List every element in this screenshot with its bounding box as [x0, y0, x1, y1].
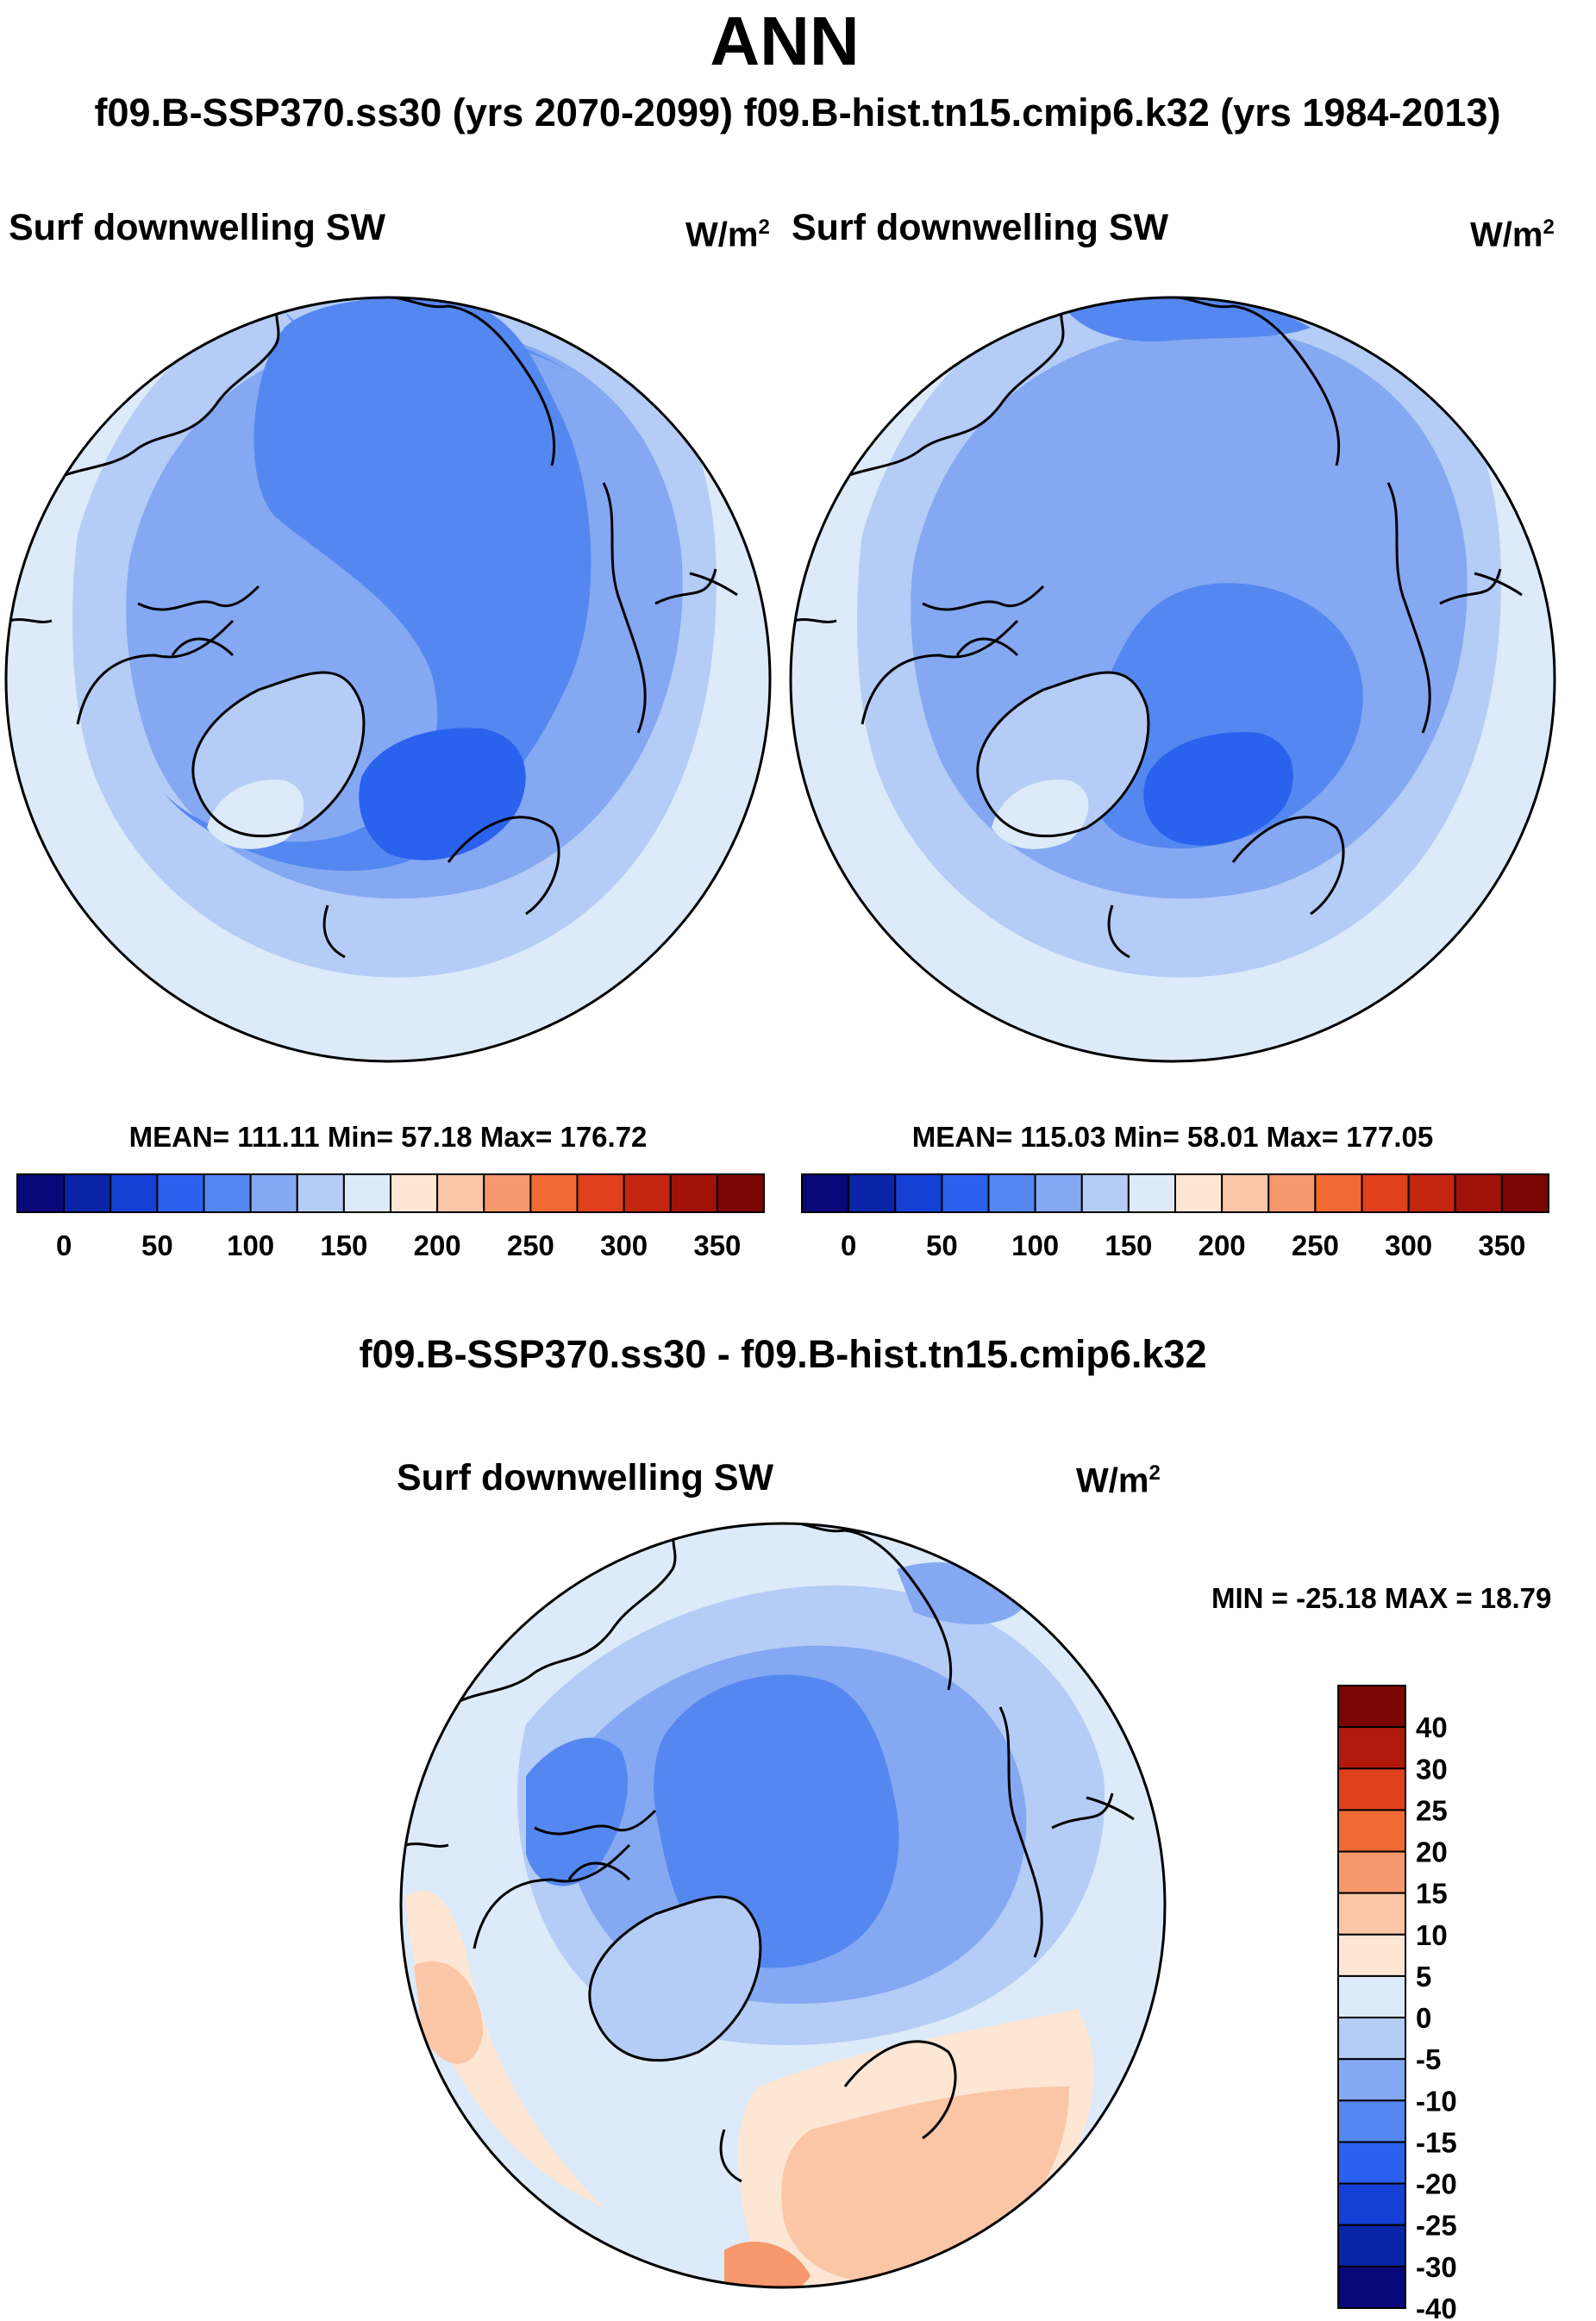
panel1-stats: MEAN= 111.11 Min= 57.18 Max= 176.72 — [128, 1121, 648, 1153]
colorbar-tick-label: 200 — [1199, 1229, 1246, 1261]
colorbar-tick-label: 350 — [693, 1229, 741, 1261]
colorbar-swatch — [1034, 1173, 1083, 1213]
colorbar-tick-label: 40 — [1416, 1711, 1448, 1743]
map-panel-diff — [399, 1522, 1167, 2289]
colorbar-swatch — [156, 1173, 205, 1213]
colorbar-tick-label: 100 — [1011, 1229, 1059, 1261]
colorbar-swatch — [1500, 1173, 1549, 1213]
colorbar-tick-label: 150 — [320, 1229, 367, 1261]
colorbar-swatch — [63, 1173, 112, 1213]
colorbar-swatch — [1337, 1892, 1406, 1936]
colorbar-swatch — [1337, 2099, 1406, 2143]
colorbar-tick-label: 25 — [1416, 1794, 1448, 1826]
colorbar-tick-label: -30 — [1416, 2251, 1457, 2283]
colorbar-tick-label: 10 — [1416, 1919, 1448, 1951]
colorbar-tick-label: 250 — [1292, 1229, 1339, 1261]
colorbar-swatch — [1174, 1173, 1224, 1213]
colorbar-tick-label: 50 — [141, 1229, 173, 1261]
colorbar-swatch — [1337, 1933, 1406, 1977]
colorbar-tick-label: 0 — [1416, 2002, 1431, 2034]
colorbar-swatch — [296, 1173, 345, 1213]
diff-units-label: W/m2 — [1076, 1461, 1161, 1500]
colorbar-tick-label: -15 — [1416, 2126, 1457, 2158]
colorbar-diff: 40 30 25 20 15 10 5 0 -5 -10 -15 -20 -25 -30 -40 — [1337, 1685, 1457, 2321]
colorbar-swatch — [1314, 1173, 1363, 1213]
panel1-units-label: W/m2 — [685, 216, 770, 254]
map-panel-2 — [789, 296, 1556, 1063]
colorbar-swatch — [1337, 1685, 1406, 1729]
panel2-variable-label: Surf downwelling SW — [792, 207, 1169, 248]
colorbar-swatch — [16, 1173, 66, 1213]
colorbar-tick-label: 350 — [1478, 1229, 1525, 1261]
colorbar-tick-label: -10 — [1416, 2085, 1457, 2117]
colorbar-tick-label: -5 — [1416, 2043, 1441, 2075]
colorbar-swatch — [941, 1173, 990, 1213]
colorbar-swatch — [1337, 1809, 1406, 1853]
colorbar-swatch — [1337, 2017, 1406, 2061]
colorbar-tick-label: 300 — [1385, 1229, 1432, 1261]
colorbar-swatch — [848, 1173, 897, 1213]
panel1-variable-label: Surf downwelling SW — [9, 207, 386, 248]
colorbar-tick-label: 150 — [1105, 1229, 1152, 1261]
colorbar-swatch — [249, 1173, 298, 1213]
colorbar-swatch — [1337, 1767, 1406, 1811]
colorbar-swatch — [1337, 2265, 1406, 2310]
colorbar-swatch — [1454, 1173, 1503, 1213]
colorbar-swatch — [716, 1173, 765, 1213]
colorbar-swatch — [1080, 1173, 1130, 1213]
panel2-units-label: W/m2 — [1470, 216, 1555, 254]
colorbar-tick-label: 300 — [600, 1229, 648, 1261]
colorbar-panel-1: 0 50 100 150 200 250 300 350 — [16, 1173, 765, 1261]
colorbar-swatch — [1337, 1726, 1406, 1770]
colorbar-tick-label: 250 — [507, 1229, 554, 1261]
diff-stats: MIN = -25.18 MAX = 18.79 — [1211, 1582, 1552, 1614]
colorbar-swatch — [1267, 1173, 1317, 1213]
diff-title: f09.B-SSP370.ss30 - f09.B-hist.tn15.cmip… — [359, 1332, 1207, 1376]
colorbar-swatch — [1337, 2058, 1406, 2102]
colorbar-swatch — [390, 1173, 439, 1213]
diff-variable-label: Surf downwelling SW — [397, 1457, 774, 1498]
colorbar-tick-label: 50 — [926, 1229, 958, 1261]
colorbar-swatch — [801, 1173, 850, 1213]
page-subtitle: f09.B-SSP370.ss30 (yrs 2070-2099) f09.B-… — [94, 91, 1501, 135]
colorbar-swatch — [1337, 2182, 1406, 2226]
colorbar-tick-label: 100 — [227, 1229, 274, 1261]
colorbar-panel-2: 0 50 100 150 200 250 300 350 — [801, 1173, 1549, 1261]
colorbar-tick-label: 200 — [414, 1229, 461, 1261]
colorbar-swatch — [1361, 1173, 1410, 1213]
colorbar-tick-label: 0 — [841, 1229, 856, 1261]
colorbar-swatch — [1337, 2224, 1406, 2268]
colorbar-swatch — [110, 1173, 159, 1213]
colorbar-swatch — [623, 1173, 672, 1213]
colorbar-swatch — [1221, 1173, 1270, 1213]
colorbar-swatch — [669, 1173, 718, 1213]
colorbar-tick-label: 20 — [1416, 1836, 1448, 1868]
map-panel-1 — [4, 296, 772, 1063]
colorbar-tick-label: 5 — [1416, 1961, 1431, 1993]
colorbar-swatch — [1407, 1173, 1456, 1213]
colorbar-swatch — [1337, 1974, 1406, 2019]
colorbar-swatch — [342, 1173, 391, 1213]
colorbar-tick-label: 30 — [1416, 1753, 1448, 1785]
colorbar-swatch — [203, 1173, 252, 1213]
colorbar-swatch — [576, 1173, 625, 1213]
colorbar-swatch — [529, 1173, 579, 1213]
colorbar-tick-label: 0 — [56, 1229, 72, 1261]
colorbar-swatch — [987, 1173, 1036, 1213]
colorbar-tick-label: 15 — [1416, 1878, 1448, 1910]
page-title: ANN — [710, 3, 860, 79]
colorbar-tick-label: -25 — [1416, 2210, 1457, 2242]
colorbar-swatch — [1337, 1850, 1406, 1894]
colorbar-swatch — [894, 1173, 943, 1213]
colorbar-swatch — [1127, 1173, 1176, 1213]
colorbar-swatch — [483, 1173, 532, 1213]
colorbar-swatch — [1337, 2141, 1406, 2185]
colorbar-tick-label: -40 — [1416, 2293, 1457, 2321]
colorbar-swatch — [436, 1173, 485, 1213]
panel2-stats: MEAN= 115.03 Min= 58.01 Max= 177.05 — [911, 1121, 1434, 1153]
colorbar-tick-label: -20 — [1416, 2168, 1457, 2200]
